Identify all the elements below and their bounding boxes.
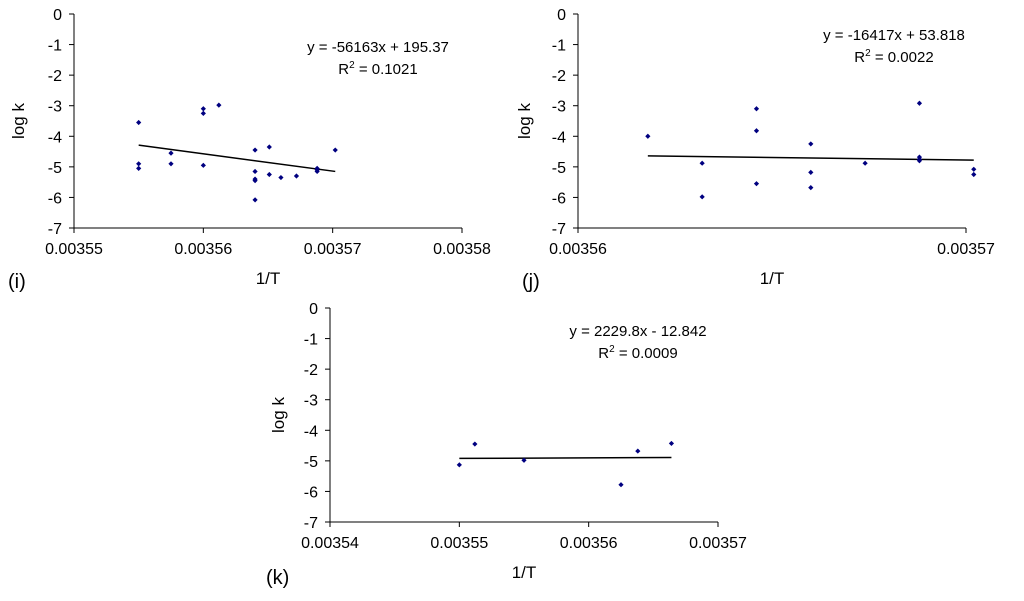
chart-2-data-point	[916, 100, 923, 106]
chart-1-data-point	[293, 173, 300, 179]
chart-1-equation: y = -56163x + 195.37	[307, 39, 449, 56]
chart-1-data-point	[200, 162, 206, 168]
chart-1-x-tick-label: 0.00355	[45, 241, 103, 258]
chart-1-r-squared: R2 = 0.1021	[338, 60, 417, 78]
chart-3-data-point	[635, 448, 641, 454]
chart-2-y-tick-label: -2	[552, 68, 566, 85]
chart-1-panel-label: (i)	[8, 271, 26, 293]
chart-2-data-point	[862, 160, 868, 166]
chart-1-y-tick-label: -6	[48, 190, 62, 207]
chart-1-data-point	[200, 110, 206, 116]
chart-1-data-point	[266, 171, 272, 178]
chart-3-y-tick-label: -6	[304, 484, 318, 501]
chart-1-data-point	[136, 119, 142, 126]
chart-2-panel-label: (j)	[522, 271, 540, 293]
chart-1-x-tick-label: 0.00358	[433, 241, 491, 258]
chart-3-data-point	[456, 462, 462, 468]
chart-3-x-tick-label: 0.00355	[430, 535, 488, 552]
chart-2-y-tick-label: -7	[552, 221, 566, 238]
chart-2-x-axis-title: 1/T	[760, 269, 785, 288]
chart-3-data-point	[472, 441, 478, 447]
chart-2-equation: y = -16417x + 53.818	[823, 27, 965, 44]
chart-1-y-tick-label: -3	[48, 99, 62, 116]
chart-2-y-tick-label: -6	[552, 190, 566, 207]
chart-2-data-point	[753, 128, 760, 134]
chart-1-data-point	[252, 168, 258, 175]
chart-3-x-tick-label: 0.00357	[689, 535, 747, 552]
chart-2-data-point	[699, 160, 705, 166]
chart-2-r-squared: R2 = 0.0022	[854, 48, 933, 66]
chart-2-y-tick-label: -4	[552, 129, 566, 146]
chart-2-data-point	[971, 166, 977, 172]
chart-1-data-point	[168, 161, 174, 167]
chart-1-y-axis-title: log k	[9, 103, 28, 139]
chart-3-y-tick-label: -4	[304, 423, 318, 440]
chart-3-y-tick-label: 0	[309, 301, 318, 318]
chart-3-data-point	[618, 482, 624, 488]
chart-2-data-point	[971, 171, 977, 178]
chart-1-data-point	[278, 174, 284, 181]
chart-2-y-tick-label: -3	[552, 99, 566, 116]
chart-2-x-tick-label: 0.00356	[549, 241, 607, 258]
chart-2-data-point	[753, 181, 760, 187]
chart-3-equation: y = 2229.8x - 12.842	[569, 323, 706, 340]
chart-3-trendline	[459, 456, 672, 460]
chart-2-y-axis-title: log k	[515, 103, 534, 139]
chart-1-y-tick-label: -5	[48, 160, 62, 177]
chart-3-y-tick-label: -7	[304, 515, 318, 532]
chart-2-data-point	[645, 133, 651, 139]
chart-1-y-tick-label: -4	[48, 129, 62, 146]
chart-1-data-point	[200, 106, 206, 112]
chart-1-data-point	[216, 102, 222, 108]
chart-1-data-point	[266, 144, 272, 150]
chart-1-y-tick-label: -1	[48, 38, 62, 55]
chart-2-y-tick-label: -1	[552, 38, 566, 55]
chart-3-r-squared: R2 = 0.0009	[598, 344, 677, 362]
chart-1-y-tick-label: -7	[48, 221, 62, 238]
chart-3-y-tick-label: -3	[304, 393, 318, 410]
chart-1-data-point	[252, 147, 258, 153]
chart-3-x-tick-label: 0.00354	[301, 535, 359, 552]
chart-1-y-tick-label: 0	[53, 7, 62, 24]
chart-3-x-tick-label: 0.00356	[560, 535, 618, 552]
chart-2-y-tick-label: 0	[557, 7, 566, 24]
chart-1-data-point	[314, 168, 320, 175]
chart-2-y-tick-label: -5	[552, 160, 566, 177]
chart-1-data-point	[168, 150, 174, 156]
chart-2-data-point	[808, 141, 814, 147]
chart-2-data-point	[753, 106, 760, 112]
chart-1-data-point	[136, 165, 142, 171]
chart-3-data-point	[668, 440, 675, 447]
chart-2-x-tick-label: 0.00357	[937, 241, 995, 258]
chart-2-data-point	[916, 158, 923, 164]
chart-3-y-tick-label: -2	[304, 362, 318, 379]
chart-3-x-axis-title: 1/T	[512, 563, 537, 582]
chart-2-data-point	[808, 169, 814, 175]
chart-3-y-tick-label: -1	[304, 332, 318, 349]
chart-2-trendline	[647, 155, 974, 161]
chart-1-data-point	[252, 197, 258, 203]
chart-2-data-point	[699, 194, 705, 200]
chart-1-data-point	[332, 147, 338, 153]
chart-1-x-tick-label: 0.00356	[174, 241, 232, 258]
chart-2-data-point	[808, 185, 814, 191]
chart-1-y-tick-label: -2	[48, 68, 62, 85]
chart-3-data-point	[521, 457, 527, 463]
chart-1-x-axis-title: 1/T	[256, 269, 281, 288]
chart-1-trendline	[138, 144, 336, 173]
chart-3-y-axis-title: log k	[269, 397, 288, 433]
chart-1-data-point	[136, 161, 142, 167]
chart-1-data-point	[252, 178, 258, 184]
chart-1-x-tick-label: 0.00357	[304, 241, 362, 258]
chart-3-y-tick-label: -5	[304, 454, 318, 471]
chart-3-panel-label: (k)	[266, 567, 289, 589]
